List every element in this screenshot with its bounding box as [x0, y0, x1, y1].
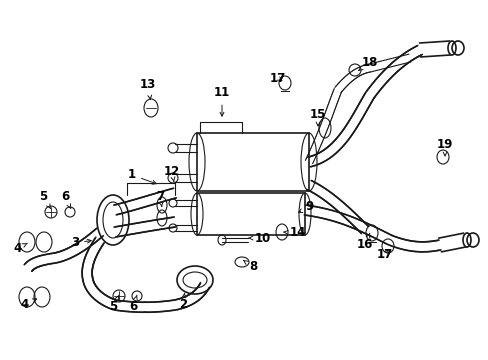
Text: 15: 15 [309, 108, 325, 126]
Text: 5: 5 [109, 295, 119, 314]
Text: 17: 17 [376, 248, 392, 261]
Bar [197, 193, 305, 235]
Text: 9: 9 [298, 201, 313, 213]
Text: 5: 5 [39, 190, 51, 209]
Text: 4: 4 [14, 242, 27, 255]
Text: 17: 17 [269, 72, 285, 85]
Text: 10: 10 [248, 231, 270, 244]
Text: 6: 6 [61, 190, 71, 209]
Text: 8: 8 [243, 260, 257, 274]
Text: 7: 7 [156, 190, 164, 206]
Text: 14: 14 [284, 226, 305, 239]
Text: 6: 6 [129, 295, 137, 314]
Text: 16: 16 [356, 233, 372, 252]
Text: 19: 19 [436, 139, 452, 156]
Text: 3: 3 [71, 237, 91, 249]
Text: 2: 2 [179, 293, 187, 311]
Text: 1: 1 [128, 168, 156, 184]
Text: 4: 4 [21, 298, 37, 311]
Text: 13: 13 [140, 78, 156, 99]
Text: 11: 11 [213, 86, 230, 116]
Text: 18: 18 [358, 55, 377, 71]
Bar [197, 133, 308, 191]
Text: 12: 12 [163, 166, 180, 181]
